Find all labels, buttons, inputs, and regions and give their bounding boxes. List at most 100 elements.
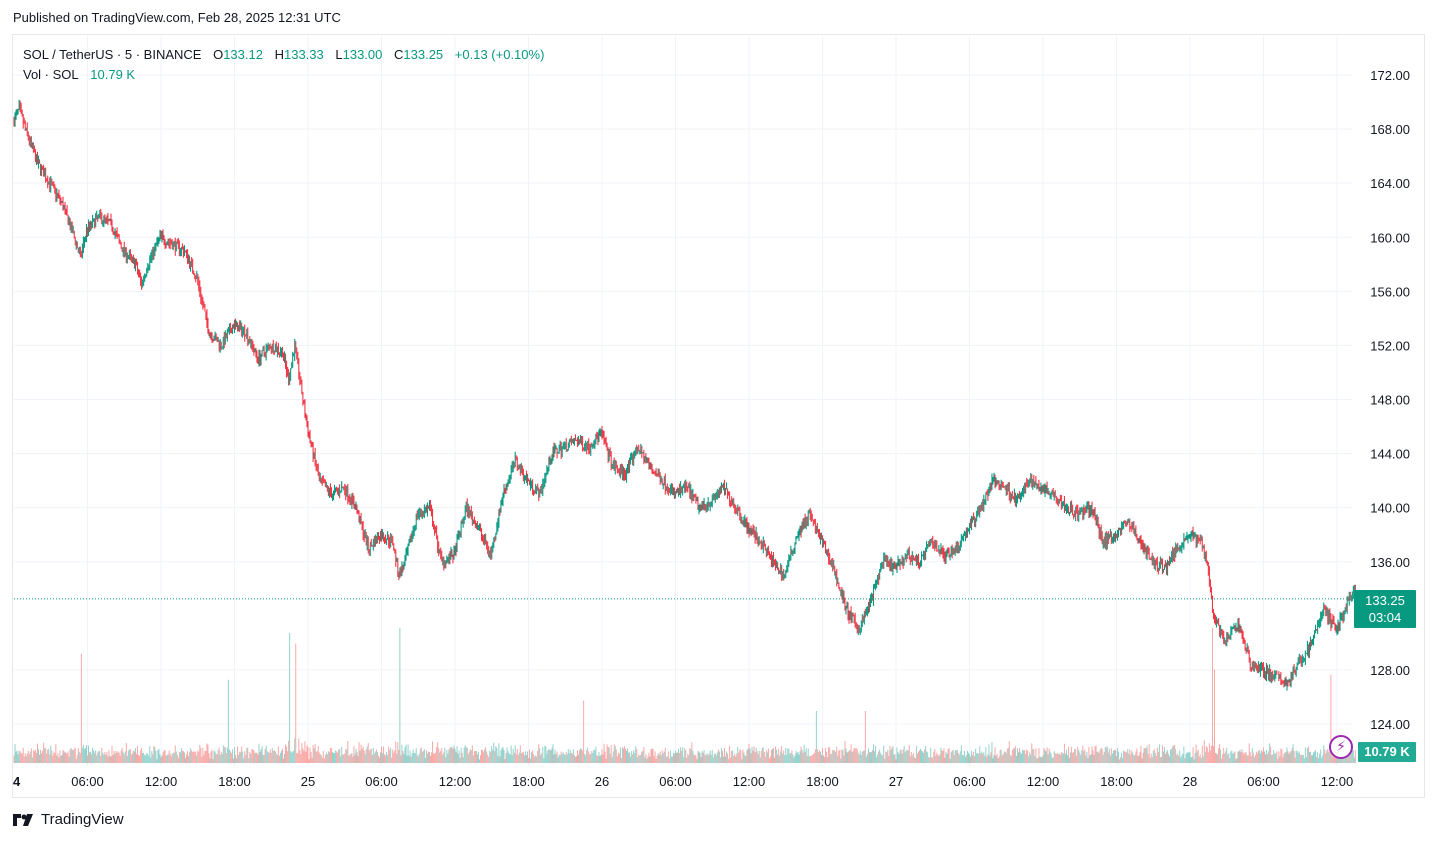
volume-bar <box>1228 753 1230 763</box>
volume-bar <box>517 755 519 763</box>
volume-bar <box>1172 746 1174 763</box>
volume-bar <box>561 753 563 763</box>
volume-bar <box>829 747 831 763</box>
volume-bar <box>20 753 22 763</box>
candles <box>13 99 1356 691</box>
bar-countdown: 03:04 <box>1368 610 1402 625</box>
volume-bar <box>521 752 523 763</box>
volume-bar <box>1167 750 1169 763</box>
volume-bar <box>1094 746 1096 763</box>
volume-bar <box>243 758 245 763</box>
volume-bar <box>902 749 904 763</box>
volume-bar <box>36 743 38 763</box>
volume-bar <box>80 653 82 763</box>
volume-bar <box>753 746 755 763</box>
symbol-title[interactable]: SOL / TetherUS · 5 · BINANCE <box>23 47 202 62</box>
volume-bar <box>681 751 683 763</box>
volume-bar <box>1005 753 1007 763</box>
volume-bar <box>1290 750 1292 763</box>
volume-bar <box>85 744 87 763</box>
volume-bar <box>405 744 407 763</box>
volume-bar <box>372 747 374 763</box>
volume-bar <box>1003 751 1005 763</box>
volume-bar <box>907 750 909 763</box>
volume-bar <box>1140 746 1142 763</box>
volume-bar <box>134 748 136 763</box>
volume-bar <box>328 752 330 763</box>
volume-bar <box>461 752 463 763</box>
time-tick-label: 12:00 <box>439 774 472 789</box>
volume-bar <box>1333 752 1335 763</box>
volume-bar <box>53 752 55 763</box>
volume-bar <box>19 751 21 763</box>
volume-bar <box>762 747 764 763</box>
volume-bar <box>31 757 33 763</box>
volume-bar <box>1174 744 1176 763</box>
volume-bar <box>1096 751 1098 763</box>
volume-bar <box>599 756 601 763</box>
volume-bar <box>1270 746 1272 763</box>
volume-bar <box>607 746 609 763</box>
volume-bar <box>804 751 806 763</box>
volume-bar <box>831 753 833 763</box>
volume-bar <box>1072 752 1074 763</box>
volume-bar <box>551 747 553 763</box>
volume-bar <box>247 747 249 763</box>
volume-bar <box>644 757 646 763</box>
volume-bar <box>319 754 321 763</box>
volume-bar <box>984 755 986 763</box>
volume-bar <box>520 753 522 763</box>
volume-label[interactable]: Vol · SOL <box>23 67 79 82</box>
volume-bar <box>952 749 954 763</box>
volume-bar <box>504 759 506 763</box>
volume-bar <box>220 751 222 763</box>
volume-bar <box>489 750 491 763</box>
volume-bar <box>1128 753 1130 763</box>
volume-bar <box>175 751 177 763</box>
volume-bar <box>1352 750 1354 763</box>
price-tick-label: 128.00 <box>1370 663 1410 678</box>
volume-bar <box>437 742 439 763</box>
volume-bar <box>454 748 456 763</box>
volume-bar <box>515 754 517 763</box>
volume-bar <box>633 750 635 763</box>
volume-bar <box>688 755 690 763</box>
volume-bar <box>1259 753 1261 763</box>
volume-bar <box>223 747 225 763</box>
volume-bar <box>163 750 165 763</box>
volume-bar <box>1183 746 1185 763</box>
volume-bar <box>228 749 230 763</box>
volume-bar <box>621 747 623 763</box>
volume-bar <box>189 752 191 763</box>
volume-bar <box>1020 752 1022 763</box>
volume-bar <box>156 759 158 763</box>
price-tick-label: 136.00 <box>1370 555 1410 570</box>
volume-bar <box>147 753 149 763</box>
volume-bar <box>114 753 116 763</box>
volume-bar <box>814 749 816 763</box>
volume-bar <box>226 747 228 763</box>
lightning-icon[interactable]: ⚡ <box>1329 735 1353 759</box>
volume-bar <box>1267 753 1269 763</box>
volume-bar <box>453 745 455 763</box>
volume-bar <box>1168 754 1170 763</box>
volume-bar <box>77 747 79 763</box>
volume-bar <box>808 756 810 763</box>
volume-bar <box>1313 752 1315 763</box>
volume-bar <box>307 746 309 763</box>
volume-bar <box>1207 752 1209 763</box>
volume-bar <box>513 752 515 763</box>
volume-bar <box>663 751 665 763</box>
volume-bar <box>501 748 503 763</box>
volume-bar <box>743 752 745 763</box>
volume-bar <box>52 755 54 763</box>
price-tick-label: 172.00 <box>1370 68 1410 83</box>
volume-bar <box>780 751 782 763</box>
volume-bar <box>295 643 297 763</box>
volume-bar <box>1187 752 1189 763</box>
volume-bar <box>700 756 702 763</box>
volume-bar <box>782 753 784 763</box>
volume-bar <box>14 744 16 763</box>
volume-bar <box>994 747 996 763</box>
